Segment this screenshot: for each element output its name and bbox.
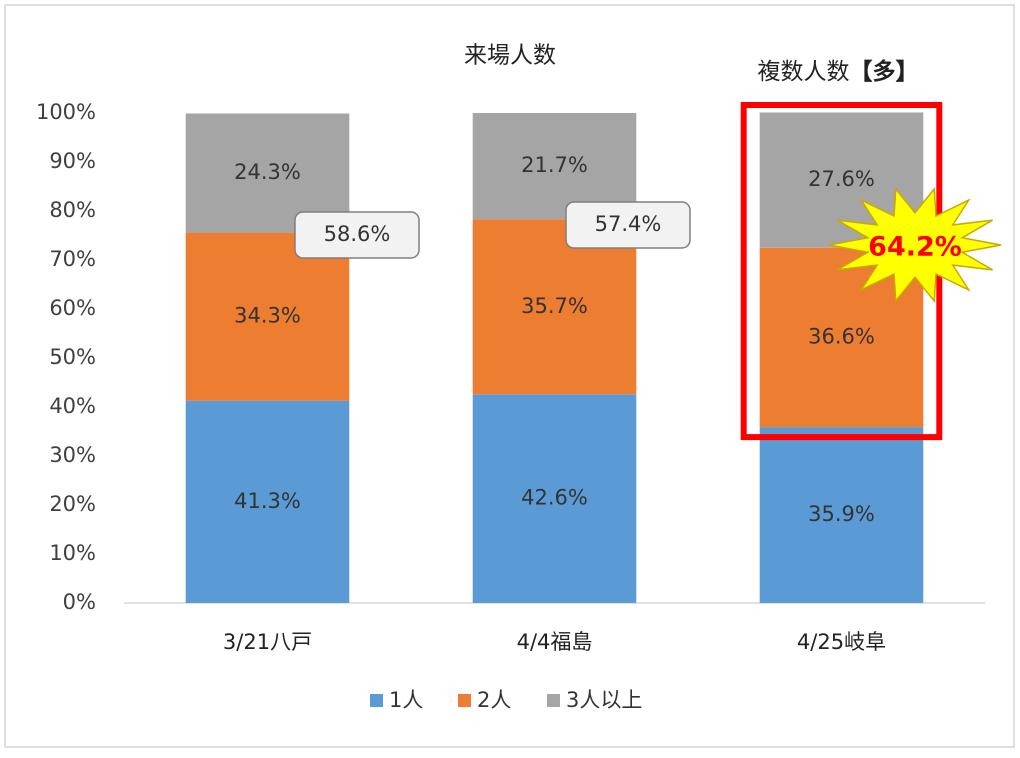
data-label: 35.9% xyxy=(808,502,875,526)
legend-label: 1人 xyxy=(389,688,423,712)
data-label: 27.6% xyxy=(808,167,875,191)
callout-label: 58.6% xyxy=(324,222,391,246)
legend-label: 2人 xyxy=(477,688,511,712)
x-tick-label: 3/21八戸 xyxy=(223,630,312,654)
legend-label: 3人以上 xyxy=(566,688,642,712)
subtitle-emphasis: 【多】 xyxy=(850,58,919,85)
subtitle-text: 複数人数 xyxy=(758,59,850,85)
y-tick-label: 50% xyxy=(49,345,96,369)
callout-box xyxy=(565,201,691,249)
data-label: 21.7% xyxy=(521,153,588,177)
bar-segment xyxy=(472,394,637,603)
starburst-label: 64.2% xyxy=(868,232,962,263)
data-label: 36.6% xyxy=(808,324,875,348)
data-label: 24.3% xyxy=(234,160,301,184)
data-label: 35.7% xyxy=(521,294,588,318)
bar-segment xyxy=(185,400,350,603)
y-tick-label: 100% xyxy=(36,100,96,124)
legend-swatch xyxy=(370,694,383,707)
y-tick-label: 70% xyxy=(49,247,96,271)
data-label: 42.6% xyxy=(521,486,588,510)
legend-swatch xyxy=(458,694,471,707)
y-tick-label: 0% xyxy=(63,590,96,614)
x-tick-label: 4/4福島 xyxy=(517,630,593,654)
subtitle: 複数人数【多】 xyxy=(758,58,919,85)
y-tick-label: 10% xyxy=(49,541,96,565)
starburst xyxy=(828,187,1002,303)
data-label: 34.3% xyxy=(234,304,301,328)
y-tick-label: 20% xyxy=(49,492,96,516)
y-tick-label: 90% xyxy=(49,149,96,173)
callout-box xyxy=(294,211,420,259)
bar-segment xyxy=(759,427,924,603)
y-tick-label: 80% xyxy=(49,198,96,222)
y-tick-label: 60% xyxy=(49,296,96,320)
bar-segment xyxy=(185,232,350,401)
chart-title: 来場人数 xyxy=(464,43,556,69)
callout-label: 57.4% xyxy=(595,212,662,236)
y-tick-label: 40% xyxy=(49,394,96,418)
legend-swatch xyxy=(547,694,560,707)
x-tick-label: 4/25岐阜 xyxy=(797,630,886,654)
data-label: 41.3% xyxy=(234,489,301,513)
y-tick-label: 30% xyxy=(49,443,96,467)
